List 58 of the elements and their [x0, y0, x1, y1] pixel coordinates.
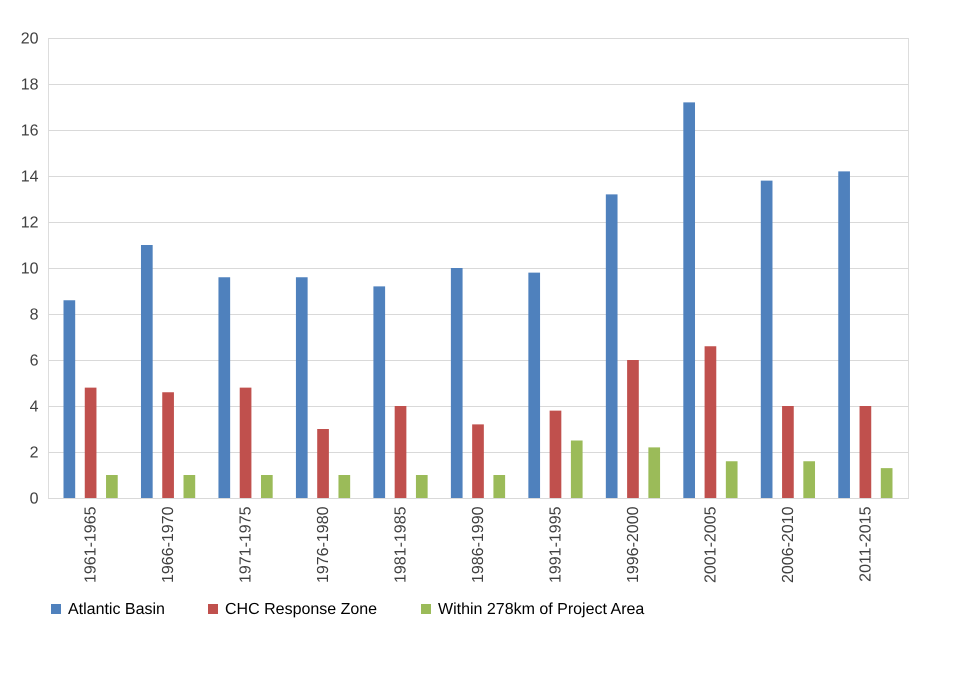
bar: [317, 429, 329, 498]
bar: [338, 475, 350, 498]
x-tick-label: 1971-1975: [238, 506, 255, 584]
bar: [162, 392, 174, 498]
x-tick-label: 2001-2005: [702, 506, 720, 584]
y-tick-label: 8: [30, 306, 39, 324]
bar: [260, 475, 273, 498]
y-tick-label: 6: [30, 352, 39, 370]
x-tick-label: 1961-1965: [82, 506, 100, 584]
y-tick-label: 16: [20, 122, 39, 140]
bar: [184, 475, 196, 498]
bar: [373, 286, 386, 498]
y-tick-label: 18: [20, 76, 39, 94]
y-tick-label: 4: [30, 398, 39, 416]
bar: [683, 102, 696, 498]
bar: [782, 406, 794, 498]
y-tick-label: 12: [20, 214, 39, 232]
bar: [860, 406, 872, 498]
bar: [106, 475, 118, 498]
legend-label: CHC Response Zone: [225, 601, 378, 618]
bar: [240, 388, 252, 498]
bar: [704, 346, 716, 498]
x-tick-label: 1966-1970: [160, 506, 178, 584]
bar: [550, 410, 562, 498]
bar: [394, 406, 406, 498]
bar: [472, 424, 484, 498]
x-tick-label: 1976-1980: [315, 506, 332, 584]
bar: [760, 180, 772, 498]
bar: [416, 475, 428, 498]
bar: [627, 360, 639, 498]
x-tick-label: 2006-2010: [780, 506, 797, 584]
legend-label: Within 278km of Project Area: [438, 601, 644, 618]
x-tick-label: 1986-1990: [470, 506, 487, 584]
bar: [140, 245, 153, 498]
bar: [84, 388, 96, 498]
x-tick-label: 1996-2000: [624, 506, 642, 584]
x-tick-label: 1981-1985: [392, 506, 410, 584]
bar: [218, 277, 230, 498]
bar: [493, 475, 506, 498]
y-tick-label: 14: [20, 168, 39, 186]
bar: [296, 277, 308, 498]
bar: [726, 461, 738, 498]
bar: [570, 440, 583, 498]
legend-label: Atlantic Basin: [68, 601, 165, 618]
bar: [63, 300, 76, 498]
bar: [880, 468, 893, 498]
bar: [803, 461, 816, 498]
x-tick-label: 2011-2015: [857, 506, 874, 582]
bar: [528, 272, 540, 498]
y-tick-label: 20: [20, 30, 39, 48]
bar: [606, 194, 618, 498]
bar: [838, 171, 850, 498]
bar: [450, 268, 463, 498]
x-tick-label: 1991-1995: [547, 506, 564, 584]
y-tick-label: 2: [30, 444, 39, 462]
y-tick-label: 0: [30, 490, 39, 508]
y-tick-label: 10: [20, 260, 39, 278]
bar: [648, 447, 660, 498]
